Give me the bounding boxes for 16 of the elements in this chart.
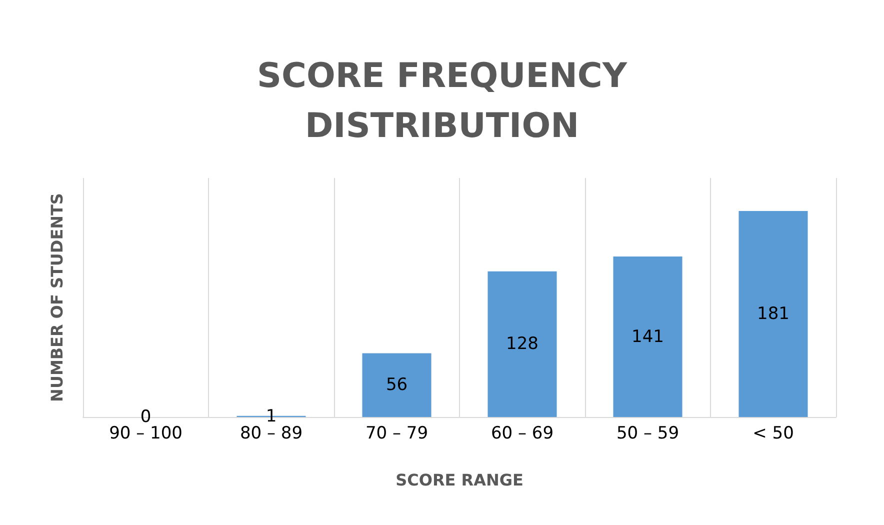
data-label: 141 bbox=[632, 326, 664, 347]
x-tick-label: 60 – 69 bbox=[490, 424, 554, 444]
x-tick-label: 50 – 59 bbox=[616, 424, 680, 444]
bar bbox=[613, 256, 682, 417]
x-tick-label: 70 – 79 bbox=[365, 424, 428, 444]
y-axis-title: NUMBER OF STUDENTS bbox=[48, 193, 66, 402]
data-label: 181 bbox=[757, 304, 790, 324]
bar bbox=[738, 211, 808, 417]
bar bbox=[488, 271, 557, 417]
data-label: 128 bbox=[506, 334, 538, 354]
bar bbox=[362, 353, 432, 417]
chart-title: SCORE FREQUENCY DISTRIBUTION bbox=[257, 56, 628, 146]
x-tick-label: 80 – 89 bbox=[240, 424, 303, 444]
x-tick-label: < 50 bbox=[752, 424, 794, 444]
data-label: 56 bbox=[386, 375, 408, 396]
x-axis-title: SCORE RANGE bbox=[396, 470, 524, 490]
